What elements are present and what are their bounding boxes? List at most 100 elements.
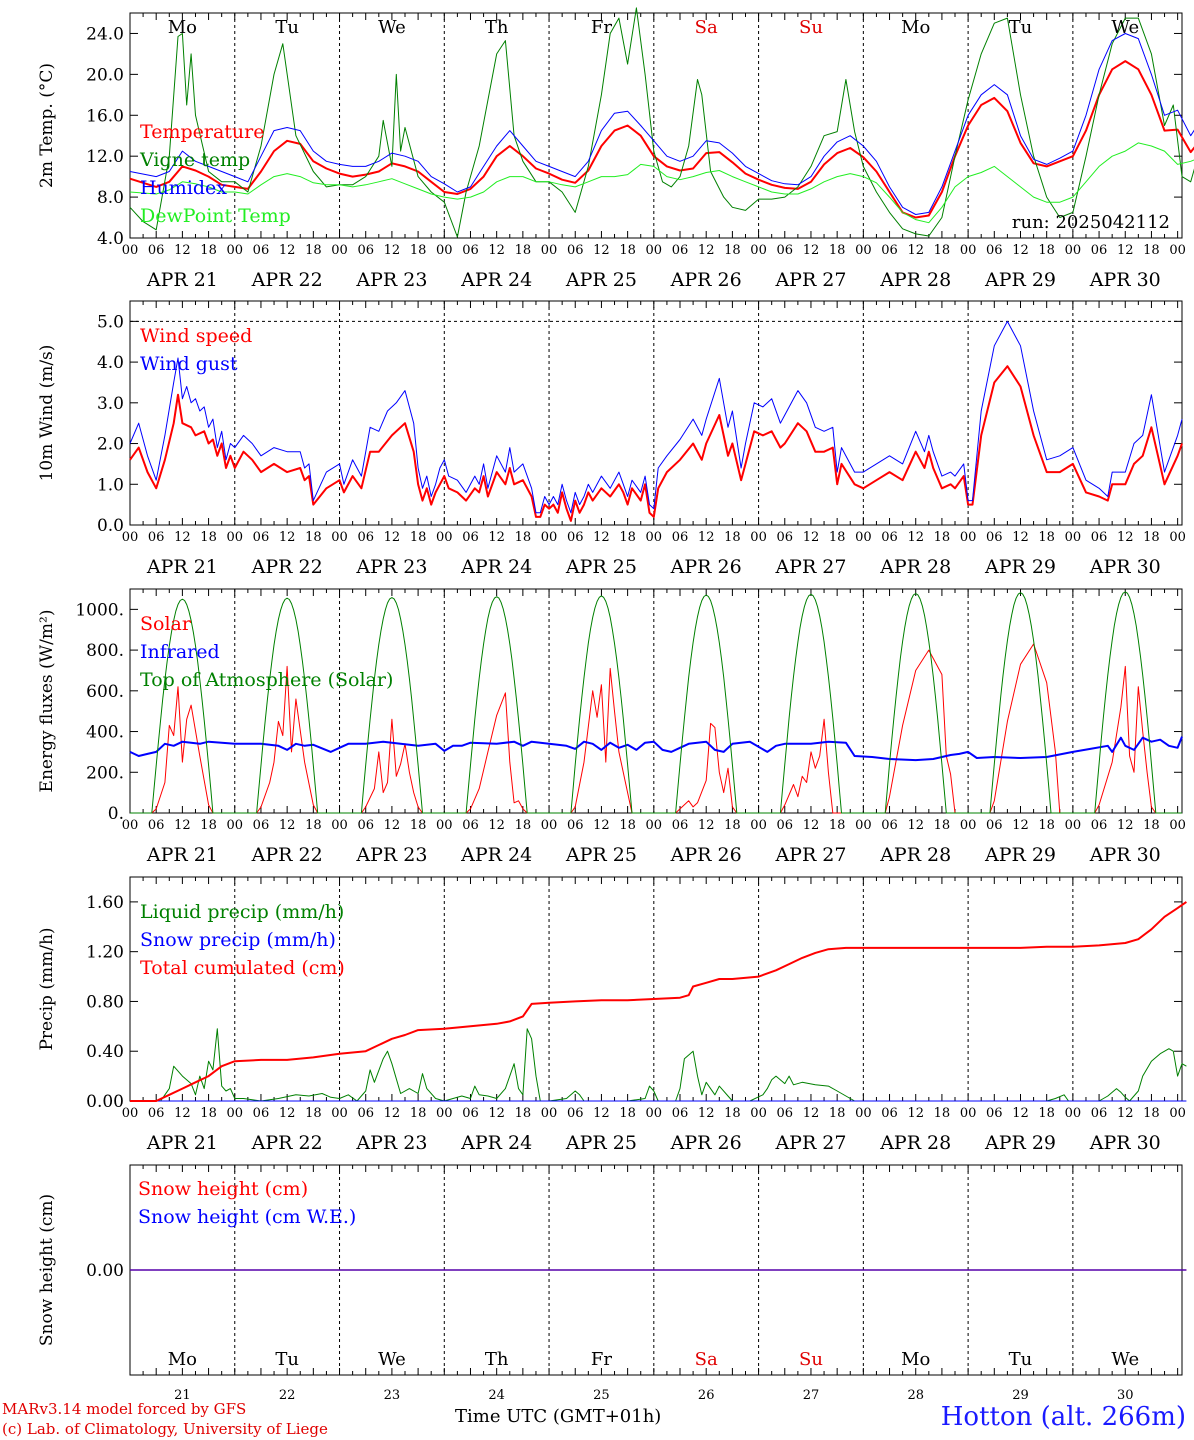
day-number-label: 28: [907, 1388, 924, 1403]
hour-tick-label: 12: [1117, 530, 1134, 545]
hour-tick-label: 06: [881, 530, 898, 545]
hour-tick-label: 18: [829, 1106, 846, 1121]
hour-tick-label: 12: [1012, 243, 1029, 258]
hour-tick-label: 00: [855, 1106, 872, 1121]
series-line-1: [129, 365, 1183, 522]
hour-tick-label: 12: [384, 243, 401, 258]
hour-tick-label: 12: [1117, 1106, 1134, 1121]
hour-tick-label: 12: [907, 530, 924, 545]
hour-tick-label: 06: [672, 530, 689, 545]
date-label: APR 21: [146, 556, 218, 578]
hour-tick-label: 06: [1091, 243, 1108, 258]
day-number-label: 27: [803, 1388, 820, 1403]
hour-tick-label: 00: [646, 530, 663, 545]
hour-tick-label: 06: [148, 530, 165, 545]
date-label: APR 26: [670, 556, 742, 578]
hour-tick-label: 00: [960, 243, 977, 258]
y-axis-title: Snow height (cm): [37, 1194, 57, 1346]
day-number-label: 23: [384, 1388, 401, 1403]
date-label: APR 23: [355, 556, 427, 578]
hour-tick-label: 00: [122, 243, 139, 258]
hour-tick-label: 06: [881, 243, 898, 258]
hour-tick-label: 00: [226, 530, 243, 545]
hour-tick-label: 00: [960, 818, 977, 833]
hour-tick-label: 12: [174, 1106, 191, 1121]
date-label: APR 22: [251, 269, 323, 291]
hour-tick-label: 06: [776, 243, 793, 258]
hour-tick-label: 18: [305, 530, 322, 545]
hour-tick-label: 06: [148, 818, 165, 833]
hour-tick-label: 06: [357, 818, 374, 833]
y-axis-title: Precip (mm/h): [37, 927, 57, 1050]
day-number-label: 29: [1012, 1388, 1029, 1403]
date-label: APR 22: [251, 1132, 323, 1154]
day-number-label: 30: [1117, 1388, 1134, 1403]
weekday-label: We: [378, 1349, 406, 1370]
date-label: APR 29: [984, 556, 1056, 578]
hour-tick-label: 18: [829, 243, 846, 258]
hour-tick-label: 00: [226, 243, 243, 258]
hour-tick-label: 12: [279, 530, 296, 545]
hour-tick-label: 00: [541, 818, 558, 833]
panel-3: [129, 588, 1183, 814]
weekday-label: Fr: [591, 1349, 612, 1370]
y-tick-label: 3.0: [97, 394, 124, 414]
legend-entry-2: Wind gust: [140, 353, 238, 375]
y-tick-label: 1.20: [86, 943, 124, 963]
hour-tick-label: 12: [803, 818, 820, 833]
hour-tick-label: 18: [1038, 243, 1055, 258]
hour-tick-label: 12: [593, 818, 610, 833]
hour-tick-label: 12: [1012, 530, 1029, 545]
hour-tick-label: 12: [1012, 1106, 1029, 1121]
hour-tick-label: 12: [1117, 243, 1134, 258]
hour-tick-label: 00: [122, 1106, 139, 1121]
date-label: APR 24: [460, 556, 532, 578]
legend-entry-1: Solar: [140, 613, 192, 635]
hour-tick-label: 06: [253, 1106, 270, 1121]
date-label: APR 21: [146, 844, 218, 866]
series-line-4: [129, 142, 1194, 224]
date-label: APR 25: [565, 556, 637, 578]
y-tick-label: 4.0: [97, 353, 124, 373]
hour-tick-label: 12: [803, 530, 820, 545]
hour-tick-label: 00: [436, 1106, 453, 1121]
hour-tick-label: 06: [462, 530, 479, 545]
hour-tick-label: 18: [305, 243, 322, 258]
date-label: APR 21: [146, 1132, 218, 1154]
hour-tick-label: 00: [541, 1106, 558, 1121]
hour-tick-label: 06: [776, 530, 793, 545]
weekday-label: Sa: [695, 17, 718, 38]
date-label: APR 30: [1089, 269, 1161, 291]
hour-tick-label: 18: [619, 818, 636, 833]
hour-tick-label: 18: [1038, 530, 1055, 545]
hour-tick-label: 12: [488, 1106, 505, 1121]
series-line-3: [130, 901, 1187, 1102]
hour-tick-label: 18: [1143, 1106, 1160, 1121]
y-axis-title: 10m Wind (m/s): [37, 345, 57, 482]
hour-tick-label: 12: [698, 1106, 715, 1121]
y-tick-label: 24.0: [86, 24, 124, 44]
panel-2: [129, 300, 1183, 526]
hour-tick-label: 06: [462, 818, 479, 833]
hour-tick-label: 00: [226, 1106, 243, 1121]
hour-tick-label: 06: [1091, 1106, 1108, 1121]
series-line-1: [130, 1028, 1187, 1102]
date-label: APR 22: [251, 556, 323, 578]
y-tick-label: 400.: [86, 723, 124, 743]
hour-tick-label: 00: [1169, 1106, 1186, 1121]
hour-tick-label: 00: [855, 243, 872, 258]
hour-tick-label: 18: [934, 818, 951, 833]
panel-frame: [129, 12, 1183, 239]
hour-tick-label: 00: [436, 243, 453, 258]
hour-tick-label: 06: [986, 243, 1003, 258]
hour-tick-label: 18: [934, 243, 951, 258]
y-tick-label: 4.0: [97, 229, 124, 249]
y-tick-label: 0.40: [86, 1042, 124, 1062]
hour-tick-label: 18: [1143, 818, 1160, 833]
hour-tick-label: 12: [174, 818, 191, 833]
hour-tick-label: 00: [960, 1106, 977, 1121]
weekday-label: Mo: [168, 17, 197, 38]
hour-tick-label: 18: [305, 1106, 322, 1121]
hour-tick-label: 06: [462, 243, 479, 258]
hour-tick-label: 18: [619, 530, 636, 545]
